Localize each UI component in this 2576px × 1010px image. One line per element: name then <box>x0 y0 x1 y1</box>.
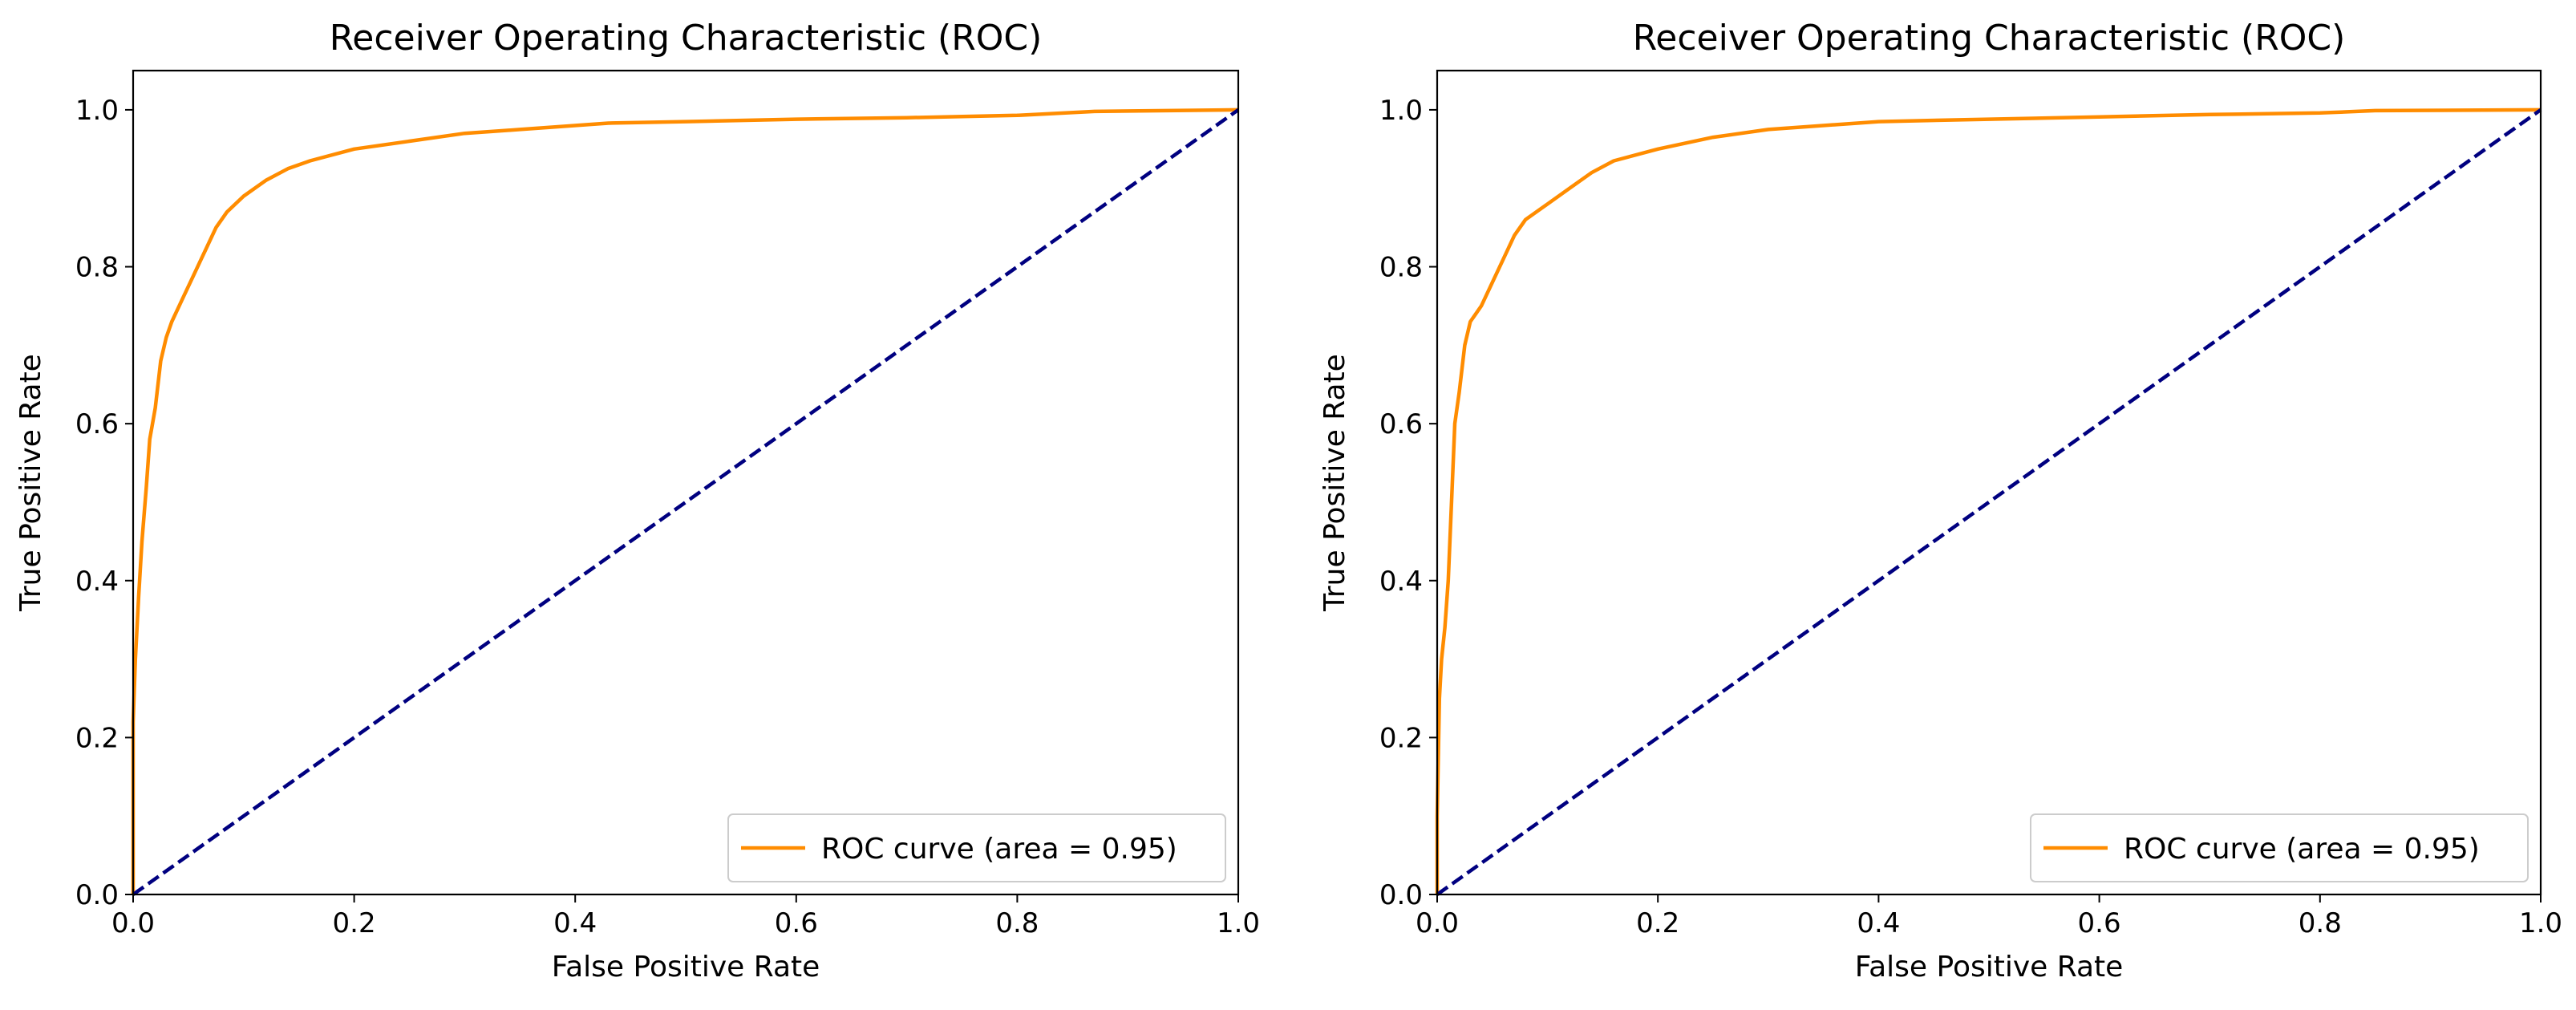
y-tick-label: 0.6 <box>75 408 119 440</box>
series-group <box>131 107 1240 896</box>
x-tick-label: 0.6 <box>775 907 818 939</box>
x-tick-label: 0.6 <box>2078 907 2121 939</box>
y-tick-label: 0.4 <box>75 566 119 598</box>
x-tick-label: 1.0 <box>2519 907 2562 939</box>
y-tick-label: 0.6 <box>1379 408 1423 440</box>
legend: ROC curve (area = 0.95) <box>727 813 1226 882</box>
x-tick-label: 0.4 <box>553 907 597 939</box>
legend-box <box>727 813 1226 882</box>
x-tick-label: 0.8 <box>995 907 1039 939</box>
legend: ROC curve (area = 0.95) <box>2030 813 2529 882</box>
y-tick-label: 0.4 <box>1379 566 1423 598</box>
legend-box <box>2030 813 2529 882</box>
roc-curve-line <box>131 107 1239 894</box>
x-tick-label: 0.0 <box>1416 907 1459 939</box>
series-group <box>1435 107 2542 896</box>
x-tick-label: 0.0 <box>111 907 155 939</box>
legend-label: ROC curve (area = 0.95) <box>2124 833 2480 866</box>
x-tick-label: 1.0 <box>1217 907 1260 939</box>
y-tick-label: 1.0 <box>1379 95 1423 127</box>
y-tick-label: 0.0 <box>1379 879 1423 911</box>
x-tick-label: 0.4 <box>1857 907 1900 939</box>
chance-diagonal-line <box>1436 108 2542 896</box>
y-tick-label: 0.2 <box>1379 722 1423 754</box>
x-tick-label: 0.2 <box>1636 907 1679 939</box>
y-tick-label: 1.0 <box>75 95 119 127</box>
plot-frame <box>1436 69 2542 896</box>
chart-panel-1: Receiver Operating Characteristic (ROC) 0… <box>14 18 1260 984</box>
chart-title: Receiver Operating Characteristic (ROC) <box>330 18 1043 59</box>
roc-curve-line <box>1435 107 2542 894</box>
y-axis-label: True Positive Rate <box>14 354 47 612</box>
legend-label: ROC curve (area = 0.95) <box>821 833 1177 866</box>
x-tick-label: 0.8 <box>2299 907 2342 939</box>
x-tick-label: 0.2 <box>333 907 376 939</box>
x-axis-label: False Positive Rate <box>1855 951 2124 984</box>
y-tick-label: 0.0 <box>75 879 119 911</box>
x-axis-label: False Positive Rate <box>552 951 820 984</box>
chart-panel-2: Receiver Operating Characteristic (ROC) 0… <box>1318 18 2562 984</box>
y-tick-label: 0.2 <box>75 722 119 754</box>
plot-frame <box>132 69 1240 896</box>
chart-title: Receiver Operating Characteristic (ROC) <box>1633 18 2346 59</box>
chance-diagonal-line <box>132 108 1240 896</box>
y-axis-label: True Positive Rate <box>1318 354 1351 612</box>
y-tick-label: 0.8 <box>1379 252 1423 284</box>
y-tick-label: 0.8 <box>75 252 119 284</box>
